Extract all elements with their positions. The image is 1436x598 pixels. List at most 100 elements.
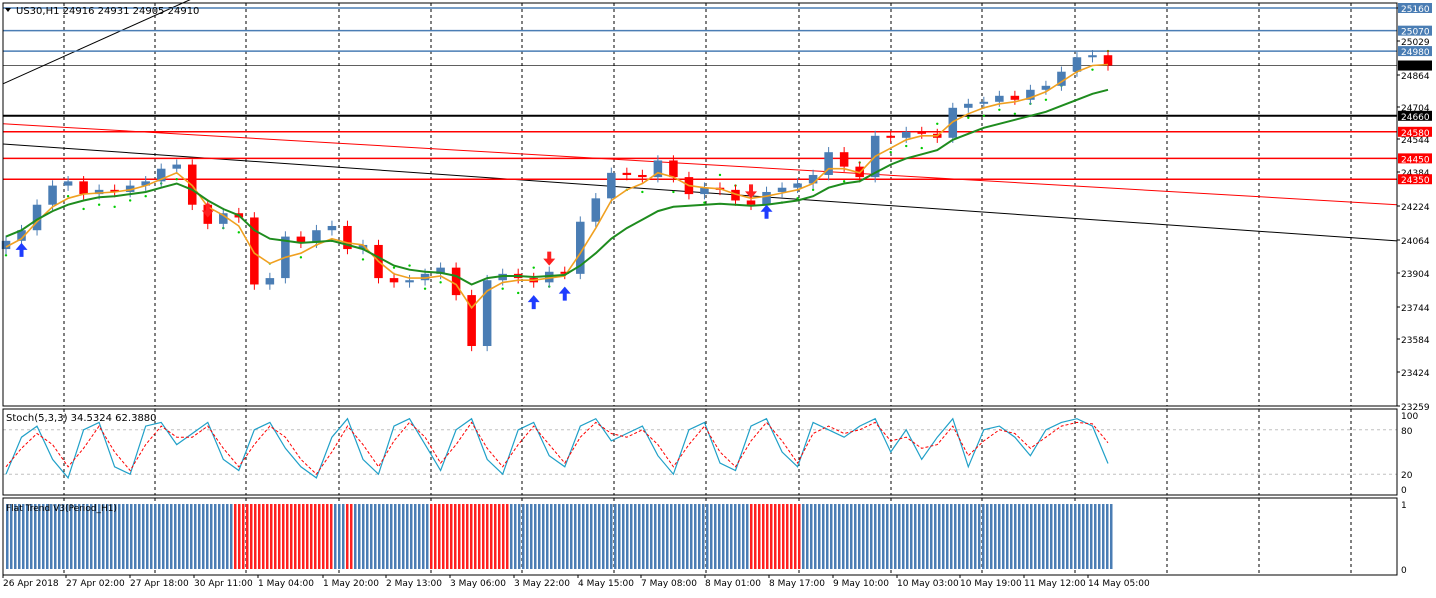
candle[interactable] <box>576 221 585 274</box>
collapse-triangle-icon[interactable] <box>5 8 11 12</box>
time-tick-label: 7 May 08:00 <box>641 579 697 589</box>
flat-trend-bar <box>378 504 381 569</box>
candle[interactable] <box>48 185 57 205</box>
candle[interactable] <box>172 164 182 169</box>
flat-trend-bar <box>678 504 681 569</box>
candle[interactable] <box>964 103 973 108</box>
candle[interactable] <box>343 225 352 250</box>
flat-trend-label: Flat Trend V3(Period_H1) <box>6 504 117 514</box>
candle[interactable] <box>156 168 166 182</box>
time-tick-label: 30 Apr 11:00 <box>194 579 253 589</box>
flat-trend-bar <box>482 504 485 569</box>
candle[interactable] <box>1057 71 1066 86</box>
candle[interactable] <box>1041 85 1051 90</box>
candle[interactable] <box>731 189 740 201</box>
flat-trend-bar <box>934 504 937 569</box>
candle[interactable] <box>886 135 895 138</box>
flat-trend-bar <box>866 504 869 569</box>
candle[interactable] <box>451 267 461 296</box>
candle[interactable] <box>622 172 632 175</box>
candle[interactable] <box>436 267 445 274</box>
price-level-label: 25070 <box>1401 28 1430 38</box>
trend-line[interactable] <box>2 143 1398 242</box>
flat-trend-bar <box>494 504 497 569</box>
candle[interactable] <box>1 240 11 250</box>
candle[interactable] <box>296 236 306 243</box>
candle[interactable] <box>1010 95 1020 100</box>
candle[interactable] <box>17 230 26 241</box>
candle[interactable] <box>420 273 430 281</box>
candle[interactable] <box>1103 55 1113 66</box>
candle[interactable] <box>79 181 88 195</box>
candle[interactable] <box>839 152 849 167</box>
flat-trend-bar <box>834 504 837 569</box>
flat-trend-bar <box>1026 504 1029 569</box>
candle[interactable] <box>219 213 228 224</box>
candle[interactable] <box>405 280 414 283</box>
flat-trend-bar <box>426 504 429 569</box>
candle[interactable] <box>824 152 833 175</box>
candle[interactable] <box>901 131 911 138</box>
candle[interactable] <box>1026 89 1035 100</box>
candle[interactable] <box>141 181 150 186</box>
candle[interactable] <box>94 189 104 195</box>
candle[interactable] <box>265 278 275 285</box>
candle[interactable] <box>669 160 678 178</box>
candle[interactable] <box>777 187 787 192</box>
flat-trend-bar <box>518 504 521 569</box>
candle[interactable] <box>746 200 756 205</box>
sar-dot <box>439 281 442 284</box>
candle[interactable] <box>808 174 818 184</box>
candle[interactable] <box>917 131 927 134</box>
flat-trend-bar <box>774 504 777 569</box>
candle[interactable] <box>389 278 399 283</box>
candle[interactable] <box>560 271 570 274</box>
candle[interactable] <box>591 198 601 222</box>
candle[interactable] <box>1088 55 1097 58</box>
candle[interactable] <box>110 189 119 192</box>
price-level-tag <box>1398 174 1432 185</box>
flat-trend-bar <box>986 504 989 569</box>
flat-trend-bar <box>218 504 221 569</box>
candle[interactable] <box>327 225 337 231</box>
candle[interactable] <box>358 244 368 250</box>
flat-trend-bar <box>914 504 917 569</box>
candle[interactable] <box>653 160 663 178</box>
sar-dot <box>144 195 147 198</box>
candle[interactable] <box>63 181 73 186</box>
candle[interactable] <box>125 185 135 192</box>
flat-trend-bar <box>374 504 377 569</box>
candle[interactable] <box>32 204 42 231</box>
flat-trend-bar <box>226 504 229 569</box>
candle[interactable] <box>995 95 1004 102</box>
trend-line[interactable] <box>2 123 1398 206</box>
price-level-label: 25160 <box>1401 5 1430 15</box>
candle[interactable] <box>793 183 802 188</box>
candle[interactable] <box>312 230 321 243</box>
candle[interactable] <box>467 295 476 347</box>
flat-trend-bar <box>262 504 265 569</box>
flat-trend-bar <box>602 504 605 569</box>
flat-trend-bar <box>902 504 905 569</box>
candle[interactable] <box>700 187 709 195</box>
candle[interactable] <box>482 280 492 347</box>
flat-trend-bar <box>822 504 825 569</box>
candle[interactable] <box>498 273 507 281</box>
candle[interactable] <box>607 172 616 199</box>
candle[interactable] <box>638 174 647 178</box>
candle[interactable] <box>250 217 259 285</box>
candle[interactable] <box>979 101 989 104</box>
candle[interactable] <box>1072 57 1082 72</box>
flat-trend-bar <box>74 504 77 569</box>
flat-trend-bar <box>582 504 585 569</box>
flat-trend-bar <box>174 504 177 569</box>
trend-line[interactable] <box>2 0 194 85</box>
flat-trend-bar <box>490 504 493 569</box>
candle[interactable] <box>544 271 554 283</box>
candle[interactable] <box>762 191 771 205</box>
flat-trend-bar <box>438 504 441 569</box>
flat-trend-bar <box>854 504 857 569</box>
flat-trend-bar <box>326 504 329 569</box>
